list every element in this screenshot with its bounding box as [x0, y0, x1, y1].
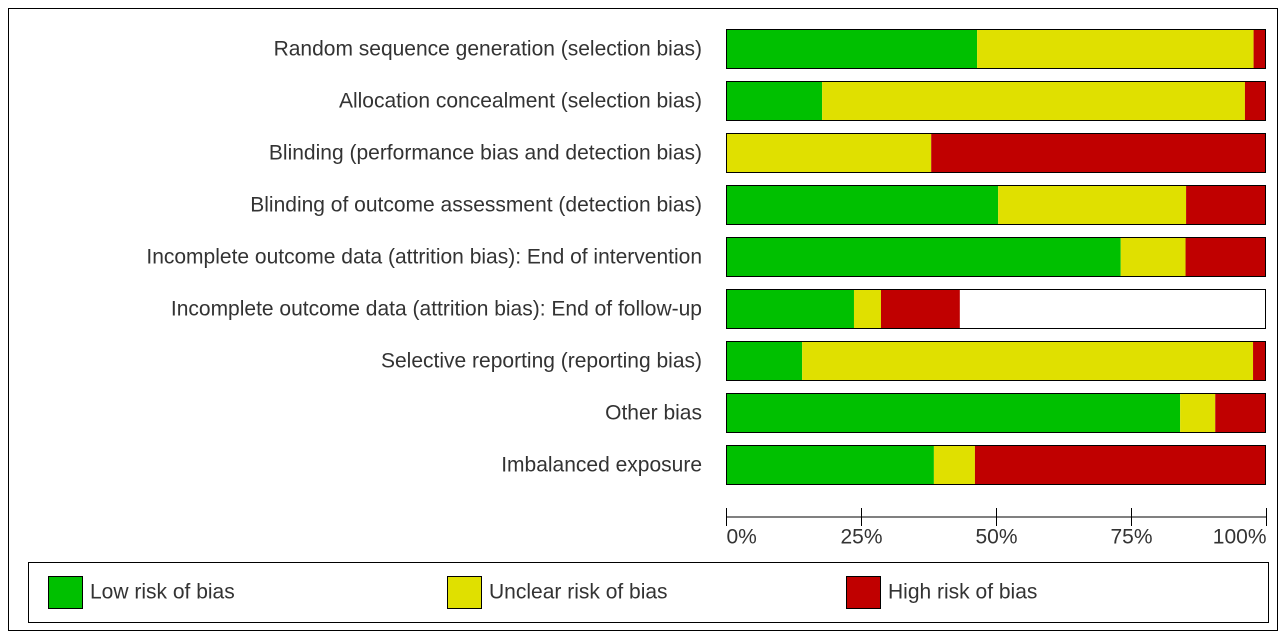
- category-label: Incomplete outcome data (attrition bias)…: [171, 298, 702, 321]
- x-tick-label: 0%: [727, 526, 757, 549]
- bar-segment: [726, 341, 803, 381]
- bar-outline: [726, 133, 1266, 173]
- bar-outline: [726, 29, 1266, 69]
- bar-segment: [880, 289, 960, 329]
- legend-swatch: [846, 576, 881, 609]
- bar-segment: [1180, 393, 1216, 433]
- category-label: Allocation concealment (selection bias): [339, 90, 702, 113]
- bar-segment: [726, 81, 823, 121]
- legend-box: [28, 562, 1269, 623]
- x-tick-label: 100%: [1213, 526, 1267, 549]
- bar-outline: [726, 393, 1266, 433]
- bar-segment: [998, 185, 1187, 225]
- bar-segment: [1253, 341, 1266, 381]
- legend-label: Unclear risk of bias: [489, 581, 668, 604]
- bar-segment: [726, 445, 934, 485]
- category-label: Other bias: [605, 402, 702, 425]
- x-tick-label: 50%: [975, 526, 1017, 549]
- bar-outline: [726, 341, 1266, 381]
- bar-segment: [726, 133, 932, 173]
- bar-segment: [1253, 29, 1266, 69]
- bar-segment: [1215, 393, 1266, 433]
- bar-outline: [726, 289, 1266, 329]
- bar-segment: [974, 445, 1266, 485]
- category-label: Selective reporting (reporting bias): [381, 350, 702, 373]
- bar-segment: [1244, 81, 1266, 121]
- legend-swatch: [447, 576, 482, 609]
- bar-outline: [726, 237, 1266, 277]
- category-label: Incomplete outcome data (attrition bias)…: [146, 246, 702, 269]
- legend-label: Low risk of bias: [90, 581, 235, 604]
- bar-segment: [726, 393, 1181, 433]
- bar-segment: [726, 29, 978, 69]
- bar-segment: [726, 289, 854, 329]
- category-label: Random sequence generation (selection bi…: [274, 38, 702, 61]
- category-label: Imbalanced exposure: [501, 454, 702, 477]
- bar-segment: [933, 445, 975, 485]
- bar-outline: [726, 445, 1266, 485]
- bar-segment: [726, 237, 1121, 277]
- bar-segment: [822, 81, 1245, 121]
- category-label: Blinding (performance bias and detection…: [269, 142, 702, 165]
- bar-segment: [853, 289, 881, 329]
- x-tick-label: 75%: [1110, 526, 1152, 549]
- bar-segment: [726, 185, 999, 225]
- bar-segment: [1120, 237, 1186, 277]
- x-tick-label: 25%: [840, 526, 882, 549]
- bar-outline: [726, 185, 1266, 225]
- bar-segment: [1186, 185, 1266, 225]
- legend-label: High risk of bias: [888, 581, 1037, 604]
- bar-segment: [977, 29, 1254, 69]
- category-label: Blinding of outcome assessment (detectio…: [250, 194, 702, 217]
- bar-segment: [931, 133, 1266, 173]
- legend-swatch: [48, 576, 83, 609]
- bar-segment: [1185, 237, 1266, 277]
- bar-outline: [726, 81, 1266, 121]
- bar-segment: [802, 341, 1254, 381]
